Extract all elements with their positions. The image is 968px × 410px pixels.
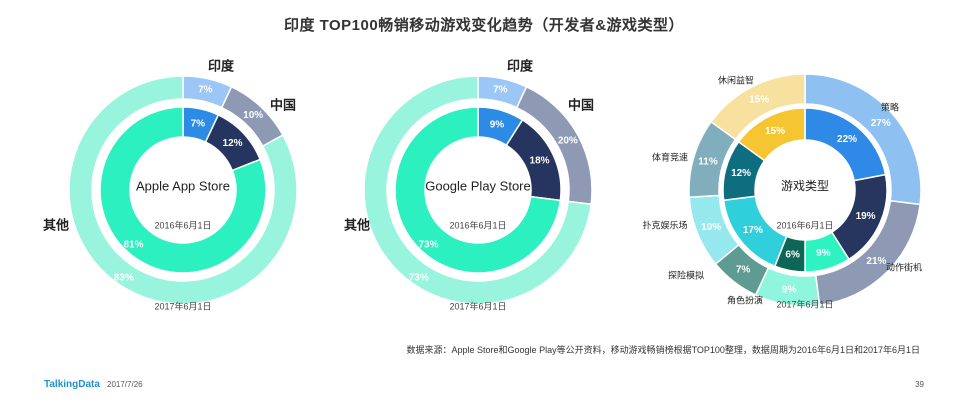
category-label: 策略 — [881, 101, 899, 112]
outer-slice-label: 20% — [558, 135, 578, 146]
inner-slice-label: 22% — [837, 134, 857, 145]
inner-slice-label: 9% — [816, 248, 831, 259]
category-label: 扑克娱乐场 — [642, 219, 687, 230]
inner-slice-label: 7% — [191, 118, 206, 129]
inner-slice-label: 12% — [731, 168, 751, 179]
category-label: 印度 — [507, 58, 534, 73]
footer-date: 2017/7/26 — [107, 380, 143, 389]
inner-slice-label: 73% — [418, 240, 438, 251]
outer-slice-label: 7% — [493, 85, 508, 96]
outer-ring-date-label: 2017年6月1日 — [154, 300, 211, 311]
category-label: 动作街机 — [886, 261, 922, 272]
inner-ring-slice — [737, 107, 806, 162]
page-title: 印度 TOP100畅销移动游戏变化趋势（开发者&游戏类型） — [283, 17, 685, 34]
inner-ring-date-label: 2016年6月1日 — [776, 219, 833, 230]
donut-center-label: Google Play Store — [425, 178, 531, 193]
outer-ring-date-label: 2017年6月1日 — [449, 300, 506, 311]
inner-ring-slice — [394, 106, 562, 274]
outer-slice-label: 15% — [749, 95, 769, 106]
outer-slice-label: 83% — [114, 273, 134, 284]
category-label: 中国 — [568, 97, 594, 112]
inner-ring-date-label: 2016年6月1日 — [154, 219, 211, 230]
outer-slice-label: 21% — [866, 256, 886, 267]
category-label: 中国 — [270, 97, 296, 112]
inner-ring-slice — [99, 106, 267, 274]
outer-slice-label: 11% — [698, 156, 718, 167]
inner-slice-label: 81% — [123, 240, 143, 251]
inner-slice-label: 15% — [765, 126, 785, 137]
outer-slice-label: 7% — [198, 85, 213, 96]
category-label: 体育竞速 — [652, 151, 688, 162]
outer-slice-label: 9% — [782, 284, 797, 295]
outer-slice-label: 10% — [243, 110, 263, 121]
category-label: 角色扮演 — [727, 294, 763, 305]
inner-slice-label: 18% — [530, 156, 550, 167]
category-label: 休闲益智 — [718, 74, 754, 85]
outer-ring-slice — [363, 75, 592, 305]
outer-ring-date-label: 2017年6月1日 — [776, 298, 833, 309]
inner-slice-label: 9% — [490, 119, 505, 130]
outer-slice-label: 73% — [409, 273, 429, 284]
data-source-note: 数据来源：Apple Store和Google Play等公开资料，移动游戏畅销… — [406, 345, 920, 355]
talkingdata-logo: TalkingData — [44, 379, 100, 390]
category-label: 探险模拟 — [668, 269, 704, 280]
donut-center-label: Apple App Store — [136, 178, 230, 193]
page-number: 39 — [915, 380, 924, 389]
category-label: 其他 — [43, 217, 69, 232]
category-label: 印度 — [208, 58, 235, 73]
inner-slice-label: 12% — [223, 138, 243, 149]
inner-slice-label: 19% — [856, 211, 876, 222]
inner-ring-date-label: 2016年6月1日 — [449, 219, 506, 230]
inner-slice-label: 17% — [743, 225, 763, 236]
outer-ring-slice — [68, 75, 298, 305]
outer-slice-label: 7% — [736, 264, 751, 275]
inner-slice-label: 6% — [785, 249, 800, 260]
category-label: 其他 — [344, 217, 370, 232]
outer-slice-label: 10% — [701, 222, 721, 233]
donut-center-label: 游戏类型 — [781, 179, 829, 193]
outer-ring-slice — [710, 73, 806, 141]
outer-slice-label: 27% — [871, 118, 891, 129]
